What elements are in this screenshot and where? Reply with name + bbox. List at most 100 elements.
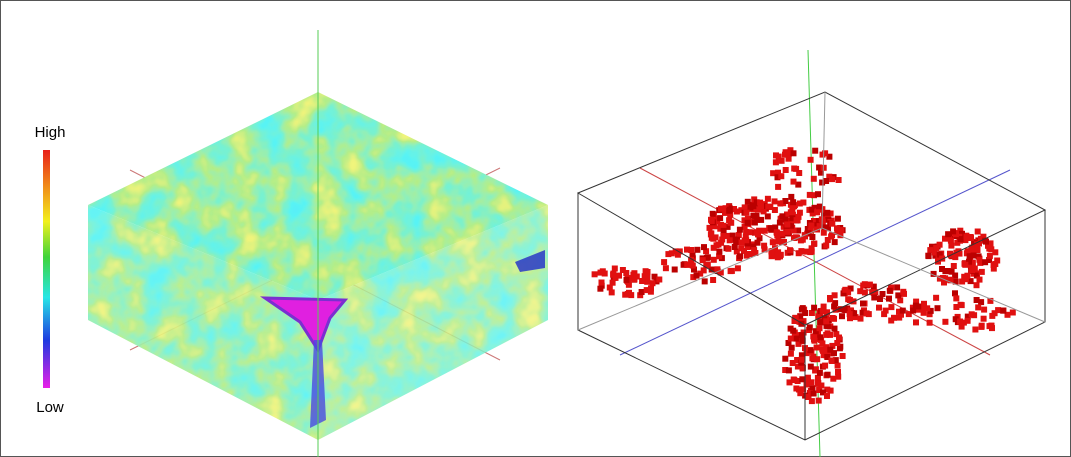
voxel — [953, 295, 960, 302]
voxel — [784, 211, 790, 218]
voxel — [789, 211, 796, 218]
voxel — [824, 309, 830, 316]
voxel — [694, 246, 701, 253]
voxel — [820, 229, 827, 236]
voxel — [926, 311, 933, 318]
voxel — [638, 289, 645, 295]
voxel — [731, 236, 738, 243]
voxel — [925, 252, 932, 259]
voxel — [719, 236, 726, 243]
voxel — [761, 246, 768, 253]
voxel — [980, 315, 987, 322]
voxel — [960, 319, 967, 326]
voxel — [846, 311, 853, 318]
voxel — [824, 386, 831, 393]
voxel — [796, 200, 803, 207]
voxel — [738, 245, 745, 252]
voxel — [717, 269, 724, 276]
voxel — [778, 173, 785, 180]
voxel — [881, 311, 888, 318]
voxel — [741, 204, 748, 211]
voxel — [782, 355, 789, 362]
voxel — [819, 307, 826, 314]
voxel — [824, 209, 831, 216]
voxel — [720, 233, 727, 239]
voxel — [1009, 309, 1016, 316]
voxel — [729, 232, 736, 239]
voxel — [788, 193, 795, 200]
voxel — [689, 262, 696, 269]
voxel — [834, 225, 840, 232]
voxel — [753, 212, 760, 219]
voxel — [733, 208, 740, 215]
voxel — [637, 292, 644, 299]
voxel — [744, 215, 751, 222]
voxel — [804, 376, 811, 383]
voxel — [871, 294, 878, 301]
voxel — [799, 236, 806, 243]
voxel — [913, 319, 919, 326]
voxel — [816, 369, 823, 376]
voxel — [794, 378, 801, 384]
voxel — [693, 272, 700, 279]
voxel — [689, 252, 696, 259]
voxel — [817, 334, 824, 341]
voxel — [699, 257, 706, 264]
voxel — [876, 304, 882, 311]
voxel — [676, 248, 683, 255]
voxel — [793, 165, 800, 172]
voxel — [915, 303, 922, 310]
voxel — [807, 347, 814, 354]
voxel — [859, 309, 866, 316]
voxel — [784, 228, 791, 235]
voxel — [708, 234, 715, 241]
voxel — [952, 272, 959, 279]
voxel — [877, 296, 883, 302]
voxel — [672, 248, 679, 255]
voxel — [915, 306, 922, 313]
voxel — [743, 229, 750, 235]
voxel — [986, 257, 993, 263]
voxel — [811, 204, 818, 211]
voxel — [920, 309, 927, 316]
voxel — [987, 297, 994, 304]
voxel — [962, 261, 969, 268]
voxel — [752, 250, 759, 256]
voxel — [776, 219, 783, 226]
voxel — [972, 326, 979, 333]
voxel — [830, 375, 837, 382]
voxel — [803, 381, 810, 388]
voxel — [910, 307, 917, 314]
voxel — [736, 226, 743, 233]
voxel — [932, 252, 939, 259]
voxel — [976, 256, 983, 263]
voxel — [753, 199, 760, 206]
voxel — [591, 271, 598, 278]
voxel — [927, 307, 934, 314]
voxel — [819, 179, 826, 186]
voxel — [643, 287, 650, 294]
voxel — [933, 294, 940, 301]
voxel — [900, 288, 907, 295]
voxel — [957, 227, 964, 234]
voxel — [795, 227, 802, 234]
voxel — [957, 318, 964, 325]
voxel — [978, 268, 985, 275]
voxel — [758, 203, 764, 209]
voxel — [981, 306, 988, 313]
voxel — [782, 149, 789, 156]
voxel — [691, 266, 697, 273]
voxel — [964, 248, 971, 255]
voxel — [798, 332, 805, 339]
voxel — [941, 279, 947, 286]
voxel — [707, 231, 714, 238]
voxel — [957, 301, 964, 308]
voxel — [811, 192, 817, 199]
voxel — [743, 237, 750, 244]
voxel — [717, 215, 724, 222]
voxel — [809, 385, 816, 392]
voxel — [828, 357, 835, 364]
voxel — [708, 216, 714, 223]
voxel — [970, 252, 977, 259]
voxel — [799, 337, 806, 344]
